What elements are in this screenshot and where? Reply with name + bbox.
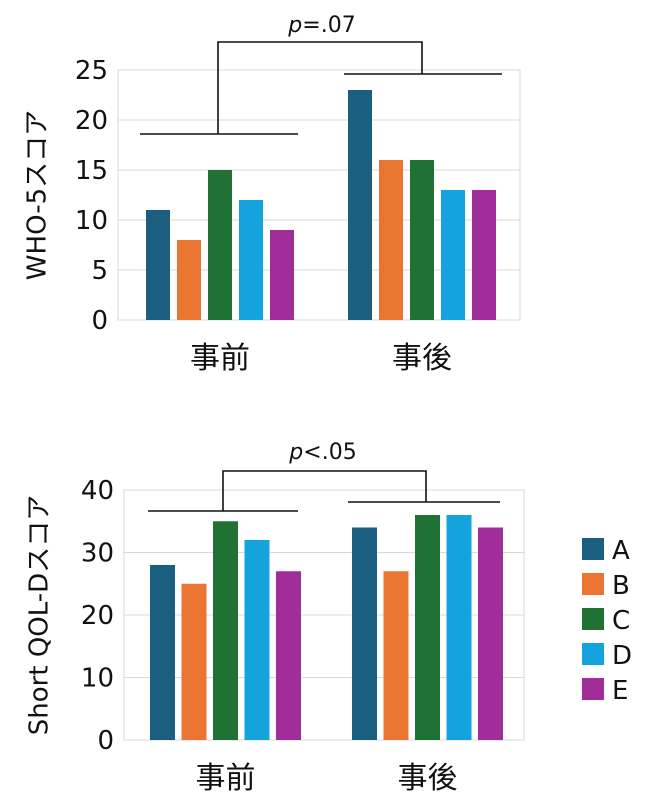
y-axis-title: WHO-5スコア bbox=[23, 110, 53, 280]
y-tick-label: 20 bbox=[75, 106, 108, 136]
bar-c-before bbox=[208, 170, 232, 320]
bar-b-after bbox=[379, 160, 403, 320]
bar-e-before bbox=[270, 230, 294, 320]
bar-d-after bbox=[441, 190, 465, 320]
bar-c-after bbox=[415, 515, 440, 740]
bar-d-after bbox=[446, 515, 472, 740]
legend-label-d: D bbox=[612, 641, 632, 671]
p-value-text: =.07 bbox=[302, 13, 355, 38]
p-value-label: p=.07 bbox=[287, 13, 355, 38]
bar-d-before bbox=[239, 200, 263, 320]
bar-b-after bbox=[383, 571, 409, 740]
bar-d-before bbox=[244, 540, 270, 740]
p-value-label: p<.05 bbox=[288, 440, 356, 465]
y-tick-label: 40 bbox=[81, 476, 114, 506]
y-tick-label: 30 bbox=[81, 539, 114, 569]
x-category-label: 事後 bbox=[398, 761, 458, 796]
legend-swatch-b bbox=[582, 573, 604, 595]
y-tick-label: 15 bbox=[75, 156, 108, 186]
bar-a-after bbox=[352, 527, 377, 740]
bar-a-after bbox=[348, 90, 372, 320]
bar-b-before bbox=[181, 583, 207, 740]
bar-b-before bbox=[177, 240, 201, 320]
p-letter: p bbox=[288, 440, 303, 465]
legend-swatch-d bbox=[582, 643, 604, 665]
bar-c-after bbox=[410, 160, 434, 320]
y-axis-title: Short QOL-Dスコア bbox=[25, 495, 55, 735]
legend-swatch-c bbox=[582, 608, 604, 630]
p-letter: p bbox=[287, 13, 302, 38]
bar-c-before bbox=[213, 521, 238, 740]
y-tick-label: 5 bbox=[91, 256, 108, 286]
significance-bracket bbox=[217, 41, 423, 134]
y-tick-label: 25 bbox=[75, 56, 108, 86]
legend-label-e: E bbox=[612, 676, 628, 706]
bar-a-before bbox=[146, 210, 170, 320]
y-tick-label: 0 bbox=[97, 726, 114, 756]
y-tick-label: 20 bbox=[81, 601, 114, 631]
significance-bracket bbox=[222, 470, 427, 511]
y-tick-label: 0 bbox=[91, 306, 108, 336]
bar-e-before bbox=[276, 571, 301, 740]
legend-label-c: C bbox=[612, 606, 630, 636]
legend-swatch-a bbox=[582, 538, 604, 560]
legend-swatch-e bbox=[582, 678, 604, 700]
legend-label-b: B bbox=[612, 571, 630, 601]
y-tick-label: 10 bbox=[81, 664, 114, 694]
legend-label-a: A bbox=[612, 536, 630, 566]
bar-e-after bbox=[478, 527, 503, 740]
y-tick-label: 10 bbox=[75, 206, 108, 236]
x-category-label: 事前 bbox=[196, 761, 256, 796]
bar-a-before bbox=[150, 565, 175, 740]
bar-e-after bbox=[472, 190, 496, 320]
x-category-label: 事前 bbox=[190, 341, 250, 376]
x-category-label: 事後 bbox=[392, 341, 452, 376]
p-value-text: <.05 bbox=[303, 440, 356, 465]
